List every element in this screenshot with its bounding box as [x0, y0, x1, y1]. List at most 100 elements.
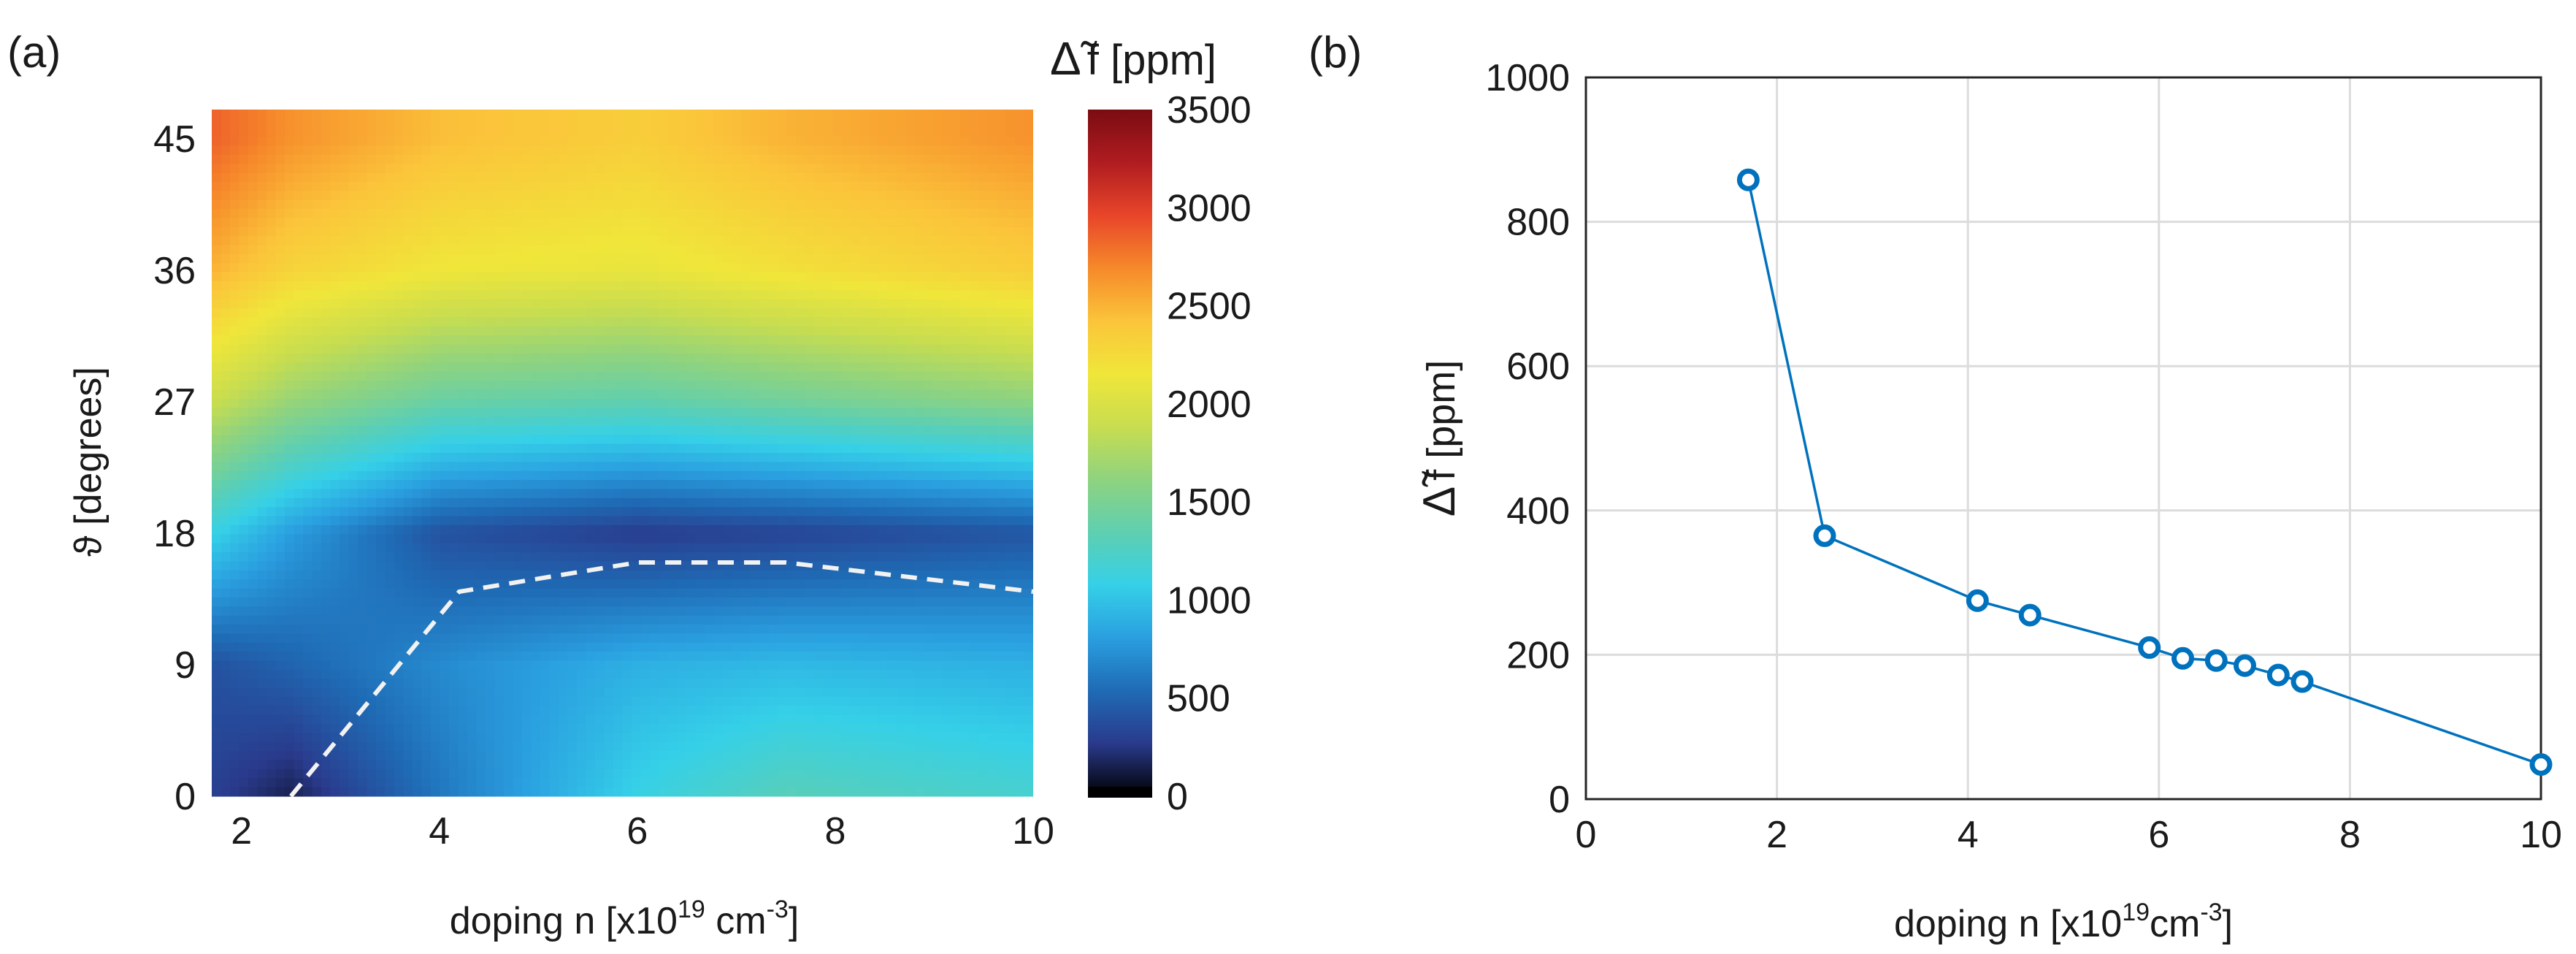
- heatmap-cell: [367, 552, 377, 562]
- heatmap-cell: [786, 172, 797, 183]
- heatmap-cell: [814, 435, 824, 445]
- heatmap-cell: [294, 199, 304, 210]
- heatmap-cell: [230, 344, 240, 354]
- heatmap-cell: [905, 443, 916, 454]
- heatmap-cell: [951, 172, 961, 183]
- heatmap-cell: [705, 253, 715, 264]
- heatmap-cell: [403, 371, 413, 381]
- heatmap-cell: [823, 245, 833, 255]
- heatmap-cell: [431, 543, 441, 553]
- heatmap-cell: [640, 524, 651, 535]
- heatmap-cell: [823, 181, 833, 191]
- heatmap-cell: [668, 408, 678, 418]
- heatmap-cell: [449, 516, 459, 526]
- heatmap-cell: [458, 516, 468, 526]
- heatmap-cell: [559, 344, 569, 354]
- heatmap-cell: [778, 299, 788, 309]
- heatmap-cell: [814, 534, 824, 544]
- heatmap-cell: [403, 362, 413, 373]
- heatmap-cell: [330, 507, 340, 517]
- heatmap-cell: [303, 362, 313, 373]
- heatmap-cell: [239, 389, 249, 400]
- heatmap-cell: [632, 561, 642, 571]
- heatmap-cell: [577, 110, 587, 119]
- heatmap-cell: [440, 236, 450, 246]
- heatmap-cell: [394, 181, 405, 191]
- heatmap-cell: [567, 353, 578, 363]
- heatmap-cell: [294, 110, 304, 119]
- heatmap-cell: [896, 344, 906, 354]
- heatmap-cell: [924, 425, 934, 435]
- heatmap-cell: [768, 137, 778, 147]
- heatmap-cell: [632, 524, 642, 535]
- heatmap-cell: [494, 308, 505, 318]
- heatmap-cell: [859, 543, 870, 553]
- heatmap-cell: [650, 362, 660, 373]
- heatmap-cell: [212, 145, 222, 156]
- heatmap-cell: [832, 164, 843, 174]
- heatmap-cell: [303, 543, 313, 553]
- heatmap-cell: [413, 335, 423, 346]
- heatmap-cell: [486, 516, 496, 526]
- heatmap-cell: [586, 253, 596, 264]
- heatmap-cell: [248, 353, 258, 363]
- heatmap-cell: [932, 389, 943, 400]
- heatmap-cell: [659, 110, 669, 119]
- heatmap-cell: [367, 516, 377, 526]
- heatmap-cell: [248, 579, 258, 589]
- heatmap-cell: [778, 597, 788, 607]
- heatmap-cell: [567, 435, 578, 445]
- heatmap-cell: [832, 290, 843, 300]
- heatmap-cell: [723, 344, 733, 354]
- heatmap-cell: [567, 462, 578, 472]
- heatmap-cell: [932, 462, 943, 472]
- heatmap-cell: [230, 137, 240, 147]
- heatmap-cell: [759, 416, 770, 427]
- heatmap-cell: [486, 435, 496, 445]
- heatmap-cell: [887, 299, 897, 309]
- heatmap-cell: [686, 462, 697, 472]
- heatmap-cell: [969, 110, 979, 119]
- heatmap-cell: [230, 290, 240, 300]
- heatmap-cell: [513, 272, 523, 282]
- heatmap-cell: [285, 443, 295, 454]
- heatmap-cell: [212, 597, 222, 607]
- heatmap-cell: [914, 145, 924, 156]
- heatmap-cell: [449, 236, 459, 246]
- heatmap-cell: [622, 236, 632, 246]
- heatmap-cell: [942, 110, 952, 119]
- heatmap-cell: [924, 534, 934, 544]
- heatmap-cell: [1015, 497, 1025, 508]
- heatmap-cell: [695, 552, 705, 562]
- heatmap-cell: [659, 245, 669, 255]
- heatmap-cell: [494, 344, 505, 354]
- heatmap-cell: [431, 462, 441, 472]
- heatmap-cell: [741, 579, 751, 589]
- heatmap-cell: [677, 470, 687, 481]
- heatmap-cell: [851, 524, 861, 535]
- heatmap-cell: [823, 371, 833, 381]
- heatmap-cell: [1024, 588, 1033, 598]
- heatmap-cell: [330, 317, 340, 327]
- heatmap-cell: [504, 181, 514, 191]
- heatmap-cell: [640, 236, 651, 246]
- heatmap-cell: [905, 371, 916, 381]
- heatmap-cell: [978, 172, 989, 183]
- heatmap-cell: [559, 579, 569, 589]
- heatmap-cell: [330, 425, 340, 435]
- heatmap-cell: [248, 534, 258, 544]
- heatmap-cell: [668, 344, 678, 354]
- heatmap-cell: [778, 127, 788, 137]
- heatmap-cell: [476, 218, 486, 228]
- heatmap-cell: [814, 552, 824, 562]
- heatmap-cell: [732, 561, 742, 571]
- heatmap-cell: [914, 308, 924, 318]
- heatmap-cell: [385, 299, 395, 309]
- heatmap-cell: [887, 462, 897, 472]
- heatmap-cell: [713, 209, 724, 219]
- heatmap-cell: [513, 218, 523, 228]
- heatmap-cell: [513, 381, 523, 391]
- heatmap-cell: [713, 290, 724, 300]
- heatmap-cell: [1005, 362, 1016, 373]
- heatmap-cell: [869, 281, 879, 291]
